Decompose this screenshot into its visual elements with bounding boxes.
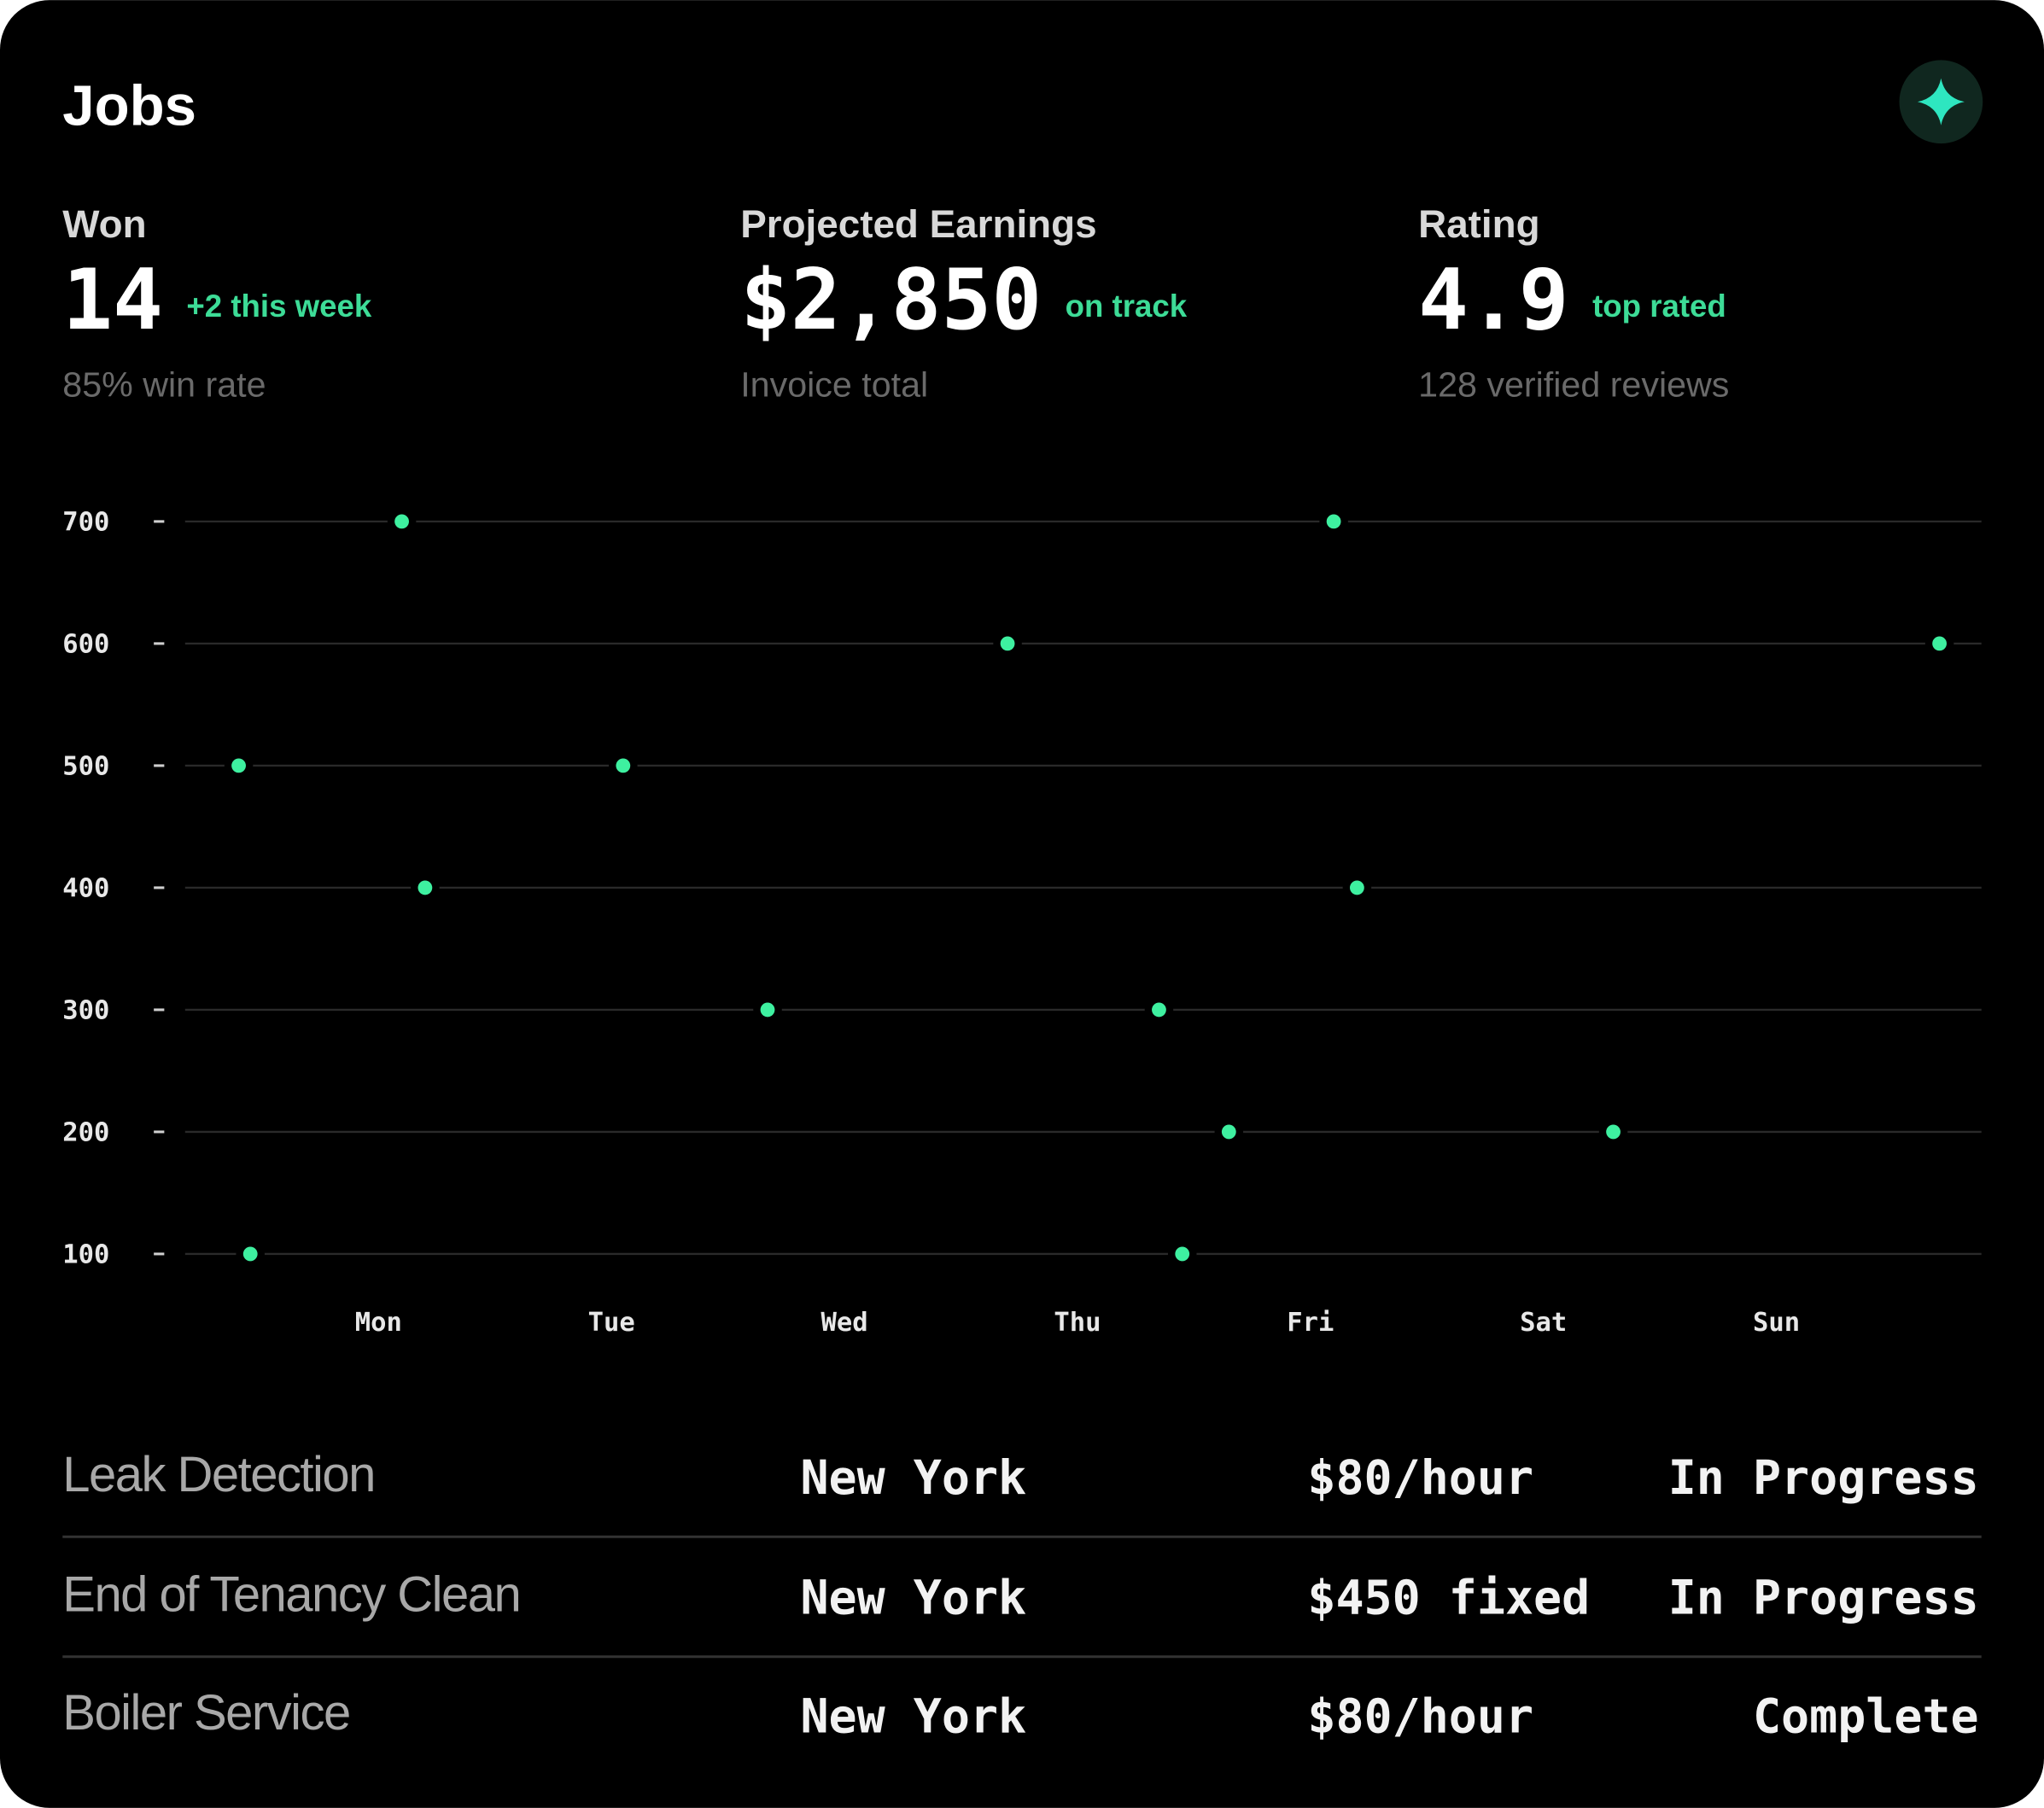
job-name: Boiler Service [62,1685,349,1741]
endpoint-dot [394,514,409,529]
job-location: New York [800,1450,1026,1505]
x-tick-label: Thu [1054,1308,1101,1338]
endpoint-dot [1000,636,1015,651]
job-status: In Progress [1668,1570,1979,1624]
job-name: Leak Detection [62,1447,375,1502]
job-price: $80/hour [1307,1688,1533,1743]
job-price: $450 fixed [1307,1570,1590,1624]
stat-label: Won [62,202,146,246]
stat-note: 128 verified reviews [1418,365,1729,404]
y-tick-label: 400 [62,874,109,904]
x-tick-label: Sun [1753,1308,1800,1338]
endpoint-dot [616,758,631,773]
endpoint-dot [418,880,433,895]
endpoint-dot [242,1246,258,1262]
endpoint-dot [1932,636,1947,651]
card-title: Jobs [62,74,196,138]
y-tick-label: 600 [62,630,109,660]
job-status: In Progress [1668,1450,1979,1505]
job-name: End of Tenancy Clean [62,1566,520,1622]
x-tick-label: Mon [355,1308,402,1338]
stat-label: Rating [1418,202,1539,246]
stat-note: 85% win rate [62,365,266,404]
job-location: New York [800,1570,1026,1624]
sparkle-icon[interactable] [1917,78,1965,125]
endpoint-dot [1606,1124,1621,1140]
y-tick-label: 200 [62,1118,109,1148]
stat-delta: +2 this week [186,289,371,324]
endpoint-dot [231,758,246,773]
y-tick-label: 500 [62,752,109,782]
y-tick-label: 300 [62,996,109,1026]
endpoint-dot [1175,1246,1190,1262]
stat-value: $2,850 [740,252,1042,349]
stat-delta: on track [1066,289,1188,324]
x-tick-label: Sat [1520,1308,1567,1338]
y-tick-label: 100 [62,1240,109,1270]
job-status: Complete [1753,1688,1979,1743]
endpoint-dot [1349,880,1364,895]
sparkle-button[interactable] [1899,60,1983,144]
stat-delta: top rated [1592,289,1726,324]
x-tick-label: Fri [1287,1308,1334,1338]
stat-note: Invoice total [740,365,928,404]
endpoint-dot [1221,1124,1236,1140]
endpoint-dot [1152,1002,1166,1018]
endpoint-dot [760,1002,775,1018]
stat-label: Projected Earnings [740,202,1096,246]
endpoint-dot [1326,514,1341,529]
job-price: $80/hour [1307,1450,1533,1505]
stat-value: 4.9 [1418,252,1568,349]
y-tick-label: 700 [62,508,109,538]
job-location: New York [800,1688,1026,1743]
x-tick-label: Tue [588,1308,635,1338]
stat-value: 14 [62,252,163,349]
x-tick-label: Wed [821,1308,867,1338]
